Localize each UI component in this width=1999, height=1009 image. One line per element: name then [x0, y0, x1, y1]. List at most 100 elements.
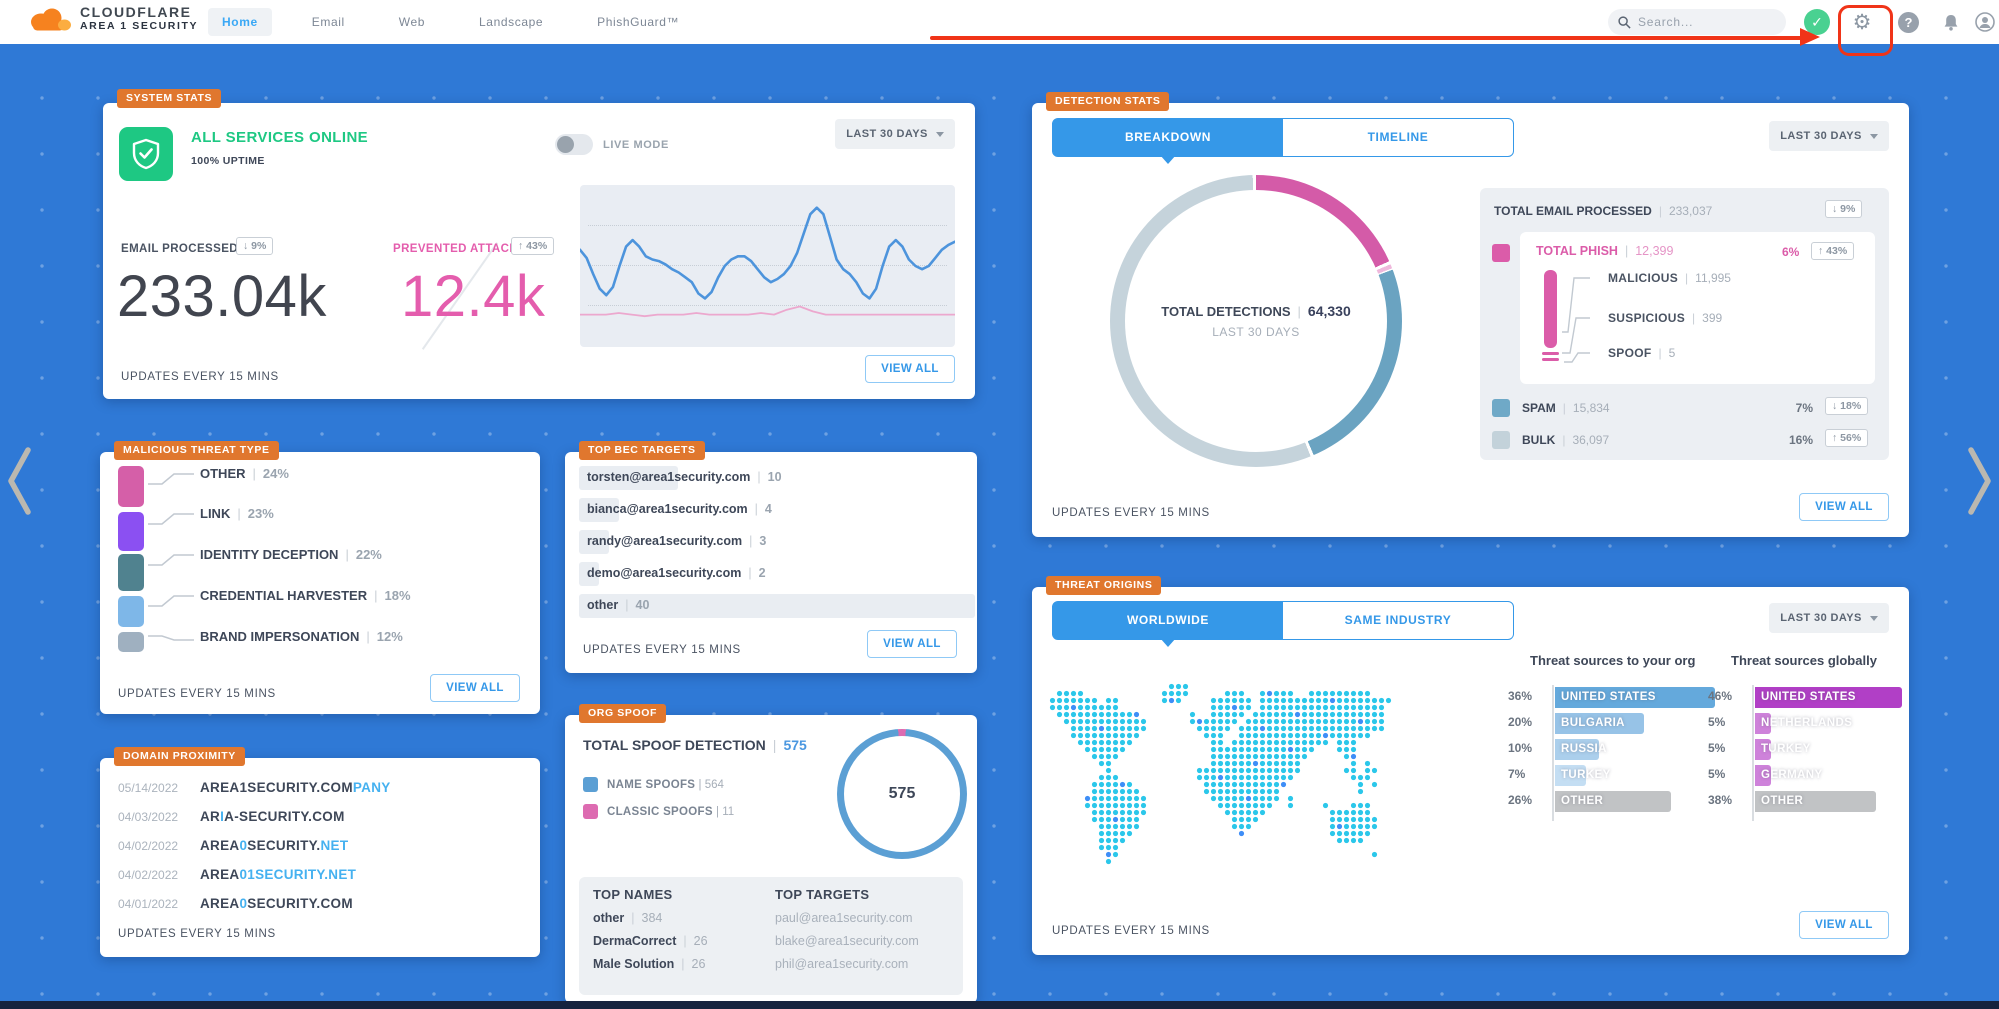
total-spoof-detection-title: TOTAL SPOOF DETECTION | 575: [583, 737, 807, 753]
domain-row: 04/01/2022 AREA0SECURITY.COM: [118, 896, 353, 911]
detection-view-all-button[interactable]: VIEW ALL: [1799, 493, 1889, 521]
tab-worldwide[interactable]: WORLDWIDE: [1053, 602, 1283, 639]
main-nav: Home Email Web Landscape PhishGuard™: [208, 0, 693, 44]
threat-type-view-all-button[interactable]: VIEW ALL: [430, 674, 520, 702]
total-email-trend-badge: ↓ 9%: [1825, 200, 1863, 218]
threat-type-swatch: [118, 554, 144, 591]
bulk-swatch: [1492, 431, 1510, 449]
detection-stats-card: BREAKDOWN TIMELINE LAST 30 DAYS TOTAL DE…: [1032, 103, 1909, 537]
system-stats-card: ALL SERVICES ONLINE 100% UPTIME LIVE MOD…: [103, 103, 975, 399]
user-account-icon[interactable]: [1972, 9, 1998, 35]
toggle-knob: [557, 136, 574, 153]
bulk-row: BULK | 36,097: [1522, 433, 1610, 447]
threat-origins-view-all-button[interactable]: VIEW ALL: [1799, 911, 1889, 939]
services-online-shield-icon: [119, 127, 173, 181]
services-status-title: ALL SERVICES ONLINE: [191, 129, 369, 146]
total-phish-subcard: TOTAL PHISH | 12,399 6% ↑ 43% MALICIOUS | 11…: [1520, 232, 1875, 384]
updates-label: UPDATES EVERY 15 MINS: [118, 688, 276, 700]
spoof-donut-total: 575: [888, 785, 916, 802]
updates-label: UPDATES EVERY 15 MINS: [583, 644, 741, 656]
nav-item-phishguard[interactable]: PhishGuard™: [597, 15, 680, 29]
help-icon[interactable]: ?: [1898, 12, 1919, 33]
settings-gear-icon[interactable]: ⚙: [1852, 10, 1872, 34]
threat-origins-tabs: WORLDWIDE SAME INDUSTRY: [1052, 601, 1514, 647]
donut-range-label: LAST 30 DAYS: [1212, 325, 1300, 339]
chevron-down-icon: [1869, 133, 1878, 139]
country-bar: OTHER: [1755, 791, 1876, 812]
nav-item-landscape[interactable]: Landscape: [479, 15, 544, 29]
status-check-icon[interactable]: ✓: [1804, 9, 1830, 35]
prevented-attacks-value: 12.4k: [401, 264, 546, 329]
threat-origins-card: WORLDWIDE SAME INDUSTRY LAST 30 DAYS Thr…: [1032, 587, 1909, 955]
nav-item-home[interactable]: Home: [208, 8, 272, 36]
phish-connectors: [1562, 277, 1590, 363]
threat-type-swatch: [118, 632, 144, 652]
active-tab-pointer: [1160, 155, 1176, 164]
spoof-donut-chart: 575: [837, 729, 967, 859]
live-mode-toggle[interactable]: [555, 134, 593, 155]
uptime-label: 100% UPTIME: [191, 155, 265, 167]
date-range-select[interactable]: LAST 30 DAYS: [1769, 121, 1889, 151]
detection-breakdown-panel: TOTAL EMAIL PROCESSED | 233,037 ↓ 9% TOTAL…: [1480, 188, 1889, 460]
phish-trend-badge: ↑ 43%: [1811, 242, 1855, 260]
threat-type-row: IDENTITY DECEPTION | 22%: [200, 547, 382, 562]
top-bec-targets-tag: TOP BEC TARGETS: [579, 441, 705, 460]
legend-connector: [148, 513, 194, 525]
domain-row: 04/03/2022 ARIA-SECURITY.COM: [118, 809, 345, 824]
nav-item-web[interactable]: Web: [398, 15, 426, 29]
total-email-row: TOTAL EMAIL PROCESSED | 233,037: [1494, 204, 1713, 218]
top-bec-targets-card: torsten@area1security.com | 10 bianca@area…: [565, 452, 977, 673]
country-bar: RUSSIA: [1555, 739, 1606, 760]
page-prev-chevron[interactable]: [6, 445, 34, 517]
date-range-select[interactable]: LAST 30 DAYS: [835, 119, 955, 149]
page-next-chevron[interactable]: [1965, 445, 1993, 517]
world-dot-map: [1049, 683, 1392, 865]
country-bar: TURKEY: [1755, 739, 1810, 760]
threat-type-swatch: [118, 512, 144, 551]
detection-tabs: BREAKDOWN TIMELINE: [1052, 118, 1514, 164]
spam-trend-badge: ↓ 18%: [1825, 397, 1869, 415]
tab-timeline[interactable]: TIMELINE: [1367, 130, 1429, 144]
phish-swatch: [1492, 244, 1510, 262]
notifications-bell-icon[interactable]: [1938, 9, 1964, 35]
name-spoofs-legend: NAME SPOOFS | 564: [583, 777, 724, 792]
system-stats-tag: SYSTEM STATS: [117, 89, 222, 108]
search-icon: [1618, 15, 1631, 29]
bec-bar: [579, 498, 619, 522]
country-bar: GERMANY: [1755, 765, 1822, 786]
domain-row: 05/14/2022 AREA1SECURITY.COMPANY: [118, 780, 391, 795]
cloudflare-cloud-icon: [31, 8, 71, 30]
search-box[interactable]: [1608, 9, 1786, 35]
search-input[interactable]: [1638, 15, 1768, 29]
malicious-threat-type-card: OTHER | 24% LINK | 23% IDENTITY DECEPTION | 22…: [100, 452, 540, 714]
threat-type-row: CREDENTIAL HARVESTER | 18%: [200, 588, 411, 603]
spam-swatch: [1492, 399, 1510, 417]
bulk-trend-badge: ↑ 56%: [1825, 429, 1869, 447]
global-sources-title: Threat sources globally: [1731, 653, 1877, 668]
bec-target-row: other | 40: [579, 594, 975, 618]
cloudflare-logo[interactable]: CLOUDFLARE AREA 1 SECURITY: [26, 4, 198, 32]
system-stats-view-all-button[interactable]: VIEW ALL: [865, 355, 955, 383]
date-range-select[interactable]: LAST 30 DAYS: [1769, 603, 1889, 633]
bec-target-row: randy@area1security.com | 3: [579, 530, 963, 554]
phish-percent: 6%: [1782, 245, 1800, 259]
threat-type-swatch: [118, 466, 144, 507]
nav-item-email[interactable]: Email: [311, 15, 345, 29]
total-detections-label: TOTAL DETECTIONS | 64,330: [1161, 303, 1351, 319]
bec-target-row: demo@area1security.com | 2: [579, 562, 963, 586]
bec-view-all-button[interactable]: VIEW ALL: [867, 630, 957, 658]
country-bar: TURKEY: [1555, 765, 1610, 786]
tab-same-industry[interactable]: SAME INDUSTRY: [1344, 613, 1452, 627]
org-spoof-tag: ORG SPOOF: [579, 704, 666, 723]
domain-proximity-card: 05/14/2022 AREA1SECURITY.COMPANY 04/03/20…: [100, 758, 540, 957]
legend-connector: [148, 473, 194, 485]
domain-row: 04/02/2022 AREA0SECURITY.NET: [118, 838, 349, 853]
bec-target-row: torsten@area1security.com | 10: [579, 466, 963, 490]
classic-spoofs-legend: CLASSIC SPOOFS | 11: [583, 804, 734, 819]
updates-label: UPDATES EVERY 15 MINS: [1052, 925, 1210, 937]
tab-breakdown[interactable]: BREAKDOWN: [1053, 119, 1283, 156]
legend-connector: [148, 554, 194, 566]
domain-proximity-tag: DOMAIN PROXIMITY: [114, 747, 245, 766]
bec-bar: [579, 594, 975, 618]
